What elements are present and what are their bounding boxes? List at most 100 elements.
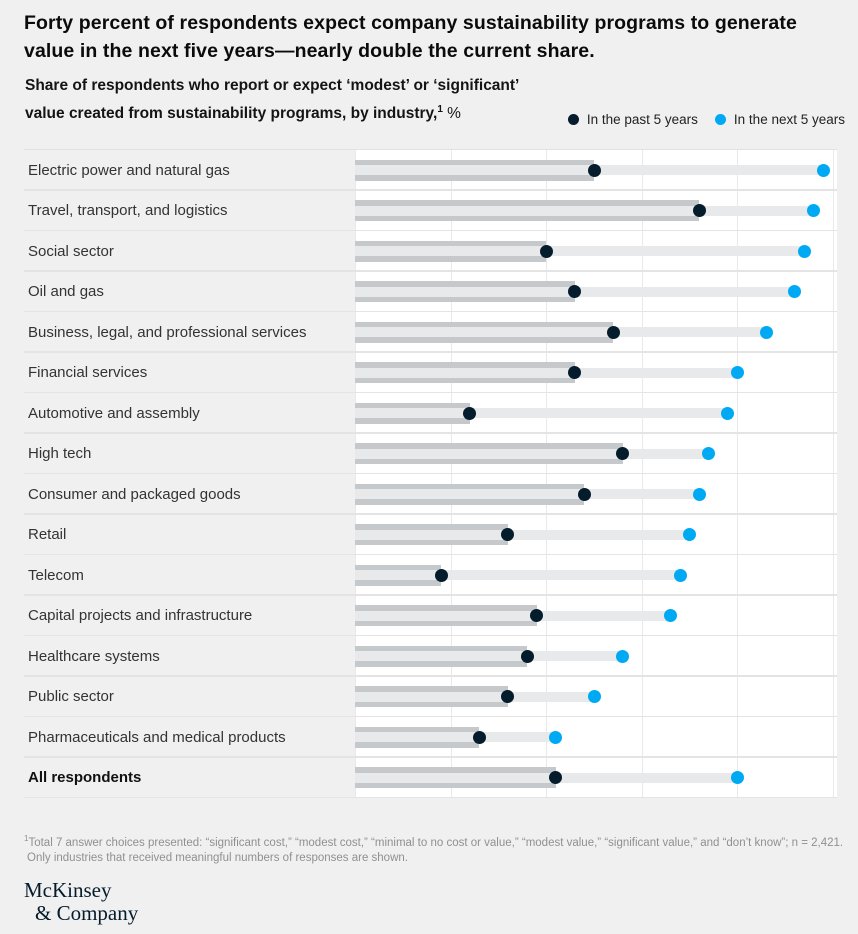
past-dot bbox=[501, 690, 515, 704]
past-dot bbox=[549, 771, 563, 785]
past-dot bbox=[530, 609, 544, 623]
subtitle-footnote-marker: 1 bbox=[437, 104, 443, 115]
next-dot bbox=[730, 366, 744, 380]
industry-label: All respondents bbox=[28, 769, 142, 787]
industry-label: High tech bbox=[28, 445, 92, 463]
industry-label: Public sector bbox=[28, 688, 114, 706]
next-dot bbox=[616, 649, 630, 663]
chart-row: Public sector bbox=[0, 677, 858, 717]
logo-line1: McKinsey bbox=[24, 878, 112, 902]
gridline-40 bbox=[737, 150, 739, 798]
past-dot bbox=[463, 406, 477, 420]
row-separator bbox=[24, 634, 837, 636]
footnote-marker: 1 bbox=[24, 834, 29, 843]
industry-label: Electric power and natural gas bbox=[28, 161, 230, 179]
next-dot bbox=[692, 487, 706, 501]
past-dot bbox=[606, 325, 620, 339]
past-dot bbox=[520, 649, 534, 663]
past-dot bbox=[692, 204, 706, 218]
next-bar bbox=[355, 691, 594, 702]
mckinsey-logo: McKinsey & Company bbox=[24, 879, 138, 925]
bar-area bbox=[355, 515, 837, 556]
chart-row: Telecom bbox=[0, 555, 858, 596]
next-bar bbox=[355, 732, 556, 743]
bar-area bbox=[355, 636, 837, 677]
past-dot bbox=[472, 730, 486, 744]
chart-row: Retail bbox=[0, 515, 858, 556]
next-bar bbox=[355, 772, 738, 783]
chart-row: Social sector bbox=[0, 231, 858, 272]
subtitle-line1: Share of respondents who report or expec… bbox=[25, 77, 520, 94]
chart-row: Pharmaceuticals and medical products bbox=[0, 717, 858, 758]
chart-top-separator bbox=[24, 149, 837, 150]
chart-row: Healthcare systems bbox=[0, 636, 858, 677]
bar-area bbox=[355, 231, 837, 272]
footnote-line1: Total 7 answer choices presented: “signi… bbox=[28, 836, 844, 849]
bar-area bbox=[355, 758, 837, 799]
chart-row: Financial services bbox=[0, 353, 858, 394]
past-dot bbox=[616, 447, 630, 461]
row-separator bbox=[24, 553, 837, 555]
chart-row: High tech bbox=[0, 434, 858, 475]
row-separator bbox=[24, 189, 837, 191]
industry-label: Capital projects and infrastructure bbox=[28, 607, 253, 625]
bar-area bbox=[355, 555, 837, 596]
next-bar bbox=[355, 651, 623, 662]
gridline-50 bbox=[833, 150, 834, 798]
next-dot bbox=[807, 204, 821, 218]
row-separator bbox=[24, 270, 837, 272]
industry-label: Business, legal, and professional servic… bbox=[28, 323, 307, 341]
next-dot bbox=[587, 690, 601, 704]
bar-area bbox=[355, 474, 837, 515]
next-bar bbox=[355, 448, 709, 459]
subtitle-line2: value created from sustainability progra… bbox=[25, 105, 438, 123]
industry-label: Social sector bbox=[28, 242, 114, 260]
next-dot bbox=[797, 244, 811, 258]
bar-area bbox=[355, 434, 837, 475]
next-bar bbox=[355, 489, 700, 500]
bar-area bbox=[355, 191, 837, 232]
industry-label: Travel, transport, and logistics bbox=[28, 202, 228, 220]
next-5-years-dot-icon bbox=[714, 114, 726, 125]
industry-label: Pharmaceuticals and medical products bbox=[28, 728, 286, 746]
legend-label-next: In the next 5 years bbox=[733, 112, 845, 127]
past-dot bbox=[539, 244, 553, 258]
chart-subtitle: Share of respondents who report or expec… bbox=[25, 74, 545, 126]
bar-area bbox=[355, 312, 837, 353]
industry-label: Financial services bbox=[28, 364, 148, 382]
next-bar bbox=[355, 205, 814, 216]
bar-area bbox=[355, 717, 837, 758]
next-dot bbox=[673, 568, 687, 582]
row-separator bbox=[24, 229, 837, 231]
past-dot bbox=[568, 285, 582, 299]
row-separator bbox=[24, 594, 837, 596]
footnote: 1Total 7 answer choices presented: “sign… bbox=[24, 831, 846, 866]
past-5-years-dot-icon bbox=[567, 114, 579, 125]
bar-area bbox=[355, 393, 837, 434]
next-dot bbox=[683, 528, 697, 542]
industry-label: Oil and gas bbox=[28, 283, 104, 301]
past-dot bbox=[577, 487, 591, 501]
next-bar bbox=[355, 367, 738, 378]
bar-area bbox=[355, 596, 837, 637]
past-dot bbox=[434, 568, 448, 582]
row-separator bbox=[24, 715, 837, 717]
next-bar bbox=[355, 570, 681, 581]
dumbbell-chart: Electric power and natural gas Travel, tr… bbox=[0, 149, 858, 799]
legend: In the past 5 years In the next 5 years bbox=[567, 112, 845, 127]
bar-area bbox=[355, 353, 837, 394]
past-dot bbox=[568, 366, 582, 380]
row-separator bbox=[24, 351, 837, 353]
chart-row: All respondents bbox=[0, 758, 858, 799]
row-separator bbox=[24, 432, 837, 434]
chart-row: Travel, transport, and logistics bbox=[0, 191, 858, 232]
row-separator bbox=[24, 513, 837, 515]
next-bar bbox=[355, 246, 805, 257]
chart-row: Consumer and packaged goods bbox=[0, 474, 858, 515]
industry-label: Automotive and assembly bbox=[28, 404, 200, 422]
row-separator bbox=[24, 675, 837, 677]
next-dot bbox=[663, 609, 677, 623]
logo-line2: & Company bbox=[35, 901, 139, 925]
past-dot bbox=[501, 528, 515, 542]
next-bar bbox=[355, 408, 728, 419]
